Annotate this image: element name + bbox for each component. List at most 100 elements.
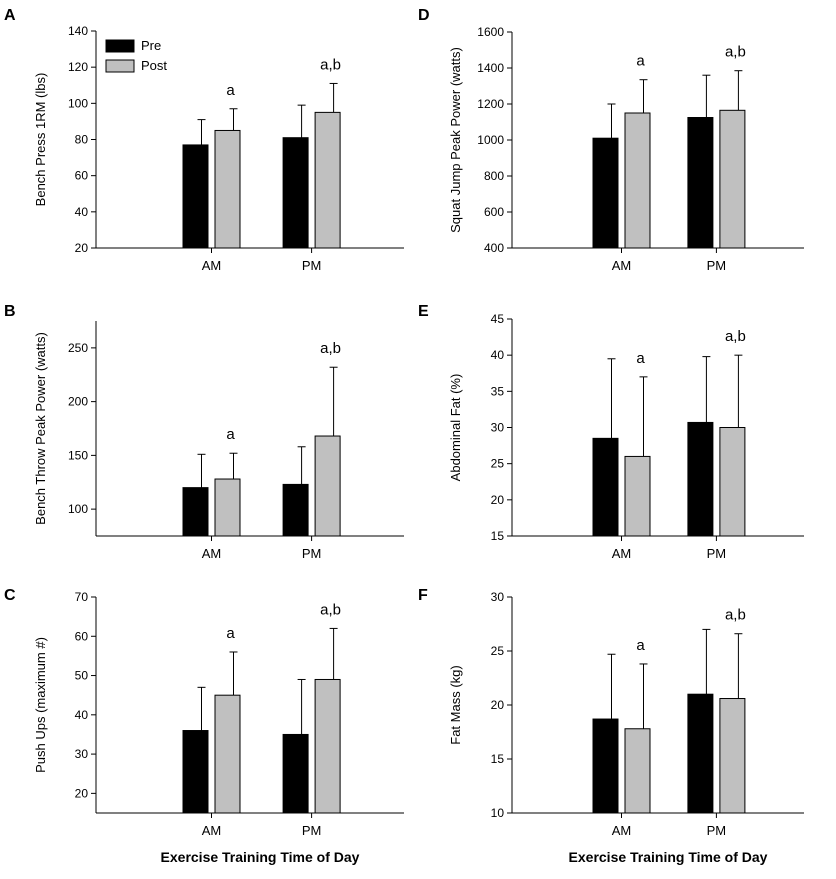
y-tick-label: 1600 <box>477 25 504 39</box>
legend-swatch-post <box>105 59 135 73</box>
bar-pre-pm <box>282 733 309 814</box>
bar-post-am <box>214 478 241 537</box>
y-axis-title: Bench Press 1RM (lbs) <box>33 73 48 207</box>
bar-pre-pm <box>282 137 309 249</box>
panel-e: E 15 20 25 30 35 40 45 Abdominal Fat (%) AM a PM a,b <box>418 303 804 561</box>
bar-pre-am <box>592 137 619 249</box>
bar-pre-pm <box>687 117 714 249</box>
bar-pre-am <box>182 730 209 814</box>
y-axis-title: Abdominal Fat (%) <box>448 374 463 482</box>
y-tick-label: 50 <box>75 669 89 683</box>
y-tick-label: 35 <box>491 384 505 398</box>
x-tick-label: AM <box>202 258 222 273</box>
significance-label: a <box>636 53 645 70</box>
x-tick-label: PM <box>302 823 322 838</box>
panel-a: A 20 40 60 80 100 120 140 Bench Press 1RM (lbs) A… <box>4 7 404 273</box>
bar-post-pm <box>314 111 341 249</box>
y-tick-label: 45 <box>491 312 505 326</box>
y-tick-label: 40 <box>75 205 89 219</box>
y-tick-label: 20 <box>75 241 89 255</box>
bar-post-am <box>214 694 241 814</box>
bar-post-am <box>624 455 651 537</box>
legend-label-post: Post <box>141 58 167 73</box>
y-tick-label: 20 <box>491 698 505 712</box>
y-tick-label: 20 <box>75 786 89 800</box>
y-tick-label: 200 <box>68 395 88 409</box>
x-tick-label: PM <box>707 258 727 273</box>
bar-pre-am <box>182 144 209 249</box>
legend-swatch-pre <box>105 39 135 53</box>
bar-post-pm <box>314 435 341 537</box>
y-tick-label: 30 <box>491 421 505 435</box>
x-axis-title: Exercise Training Time of Day <box>161 849 360 865</box>
significance-label: a <box>226 82 235 99</box>
bar-post-am <box>624 728 651 814</box>
y-tick-label: 100 <box>68 502 88 516</box>
significance-label: a,b <box>320 601 341 618</box>
y-tick-label: 70 <box>75 590 89 604</box>
x-axis-title: Exercise Training Time of Day <box>569 849 768 865</box>
y-axis-title: Fat Mass (kg) <box>448 665 463 744</box>
y-tick-label: 60 <box>75 629 89 643</box>
y-tick-label: 15 <box>491 529 505 543</box>
y-tick-label: 1000 <box>477 133 504 147</box>
significance-label: a,b <box>725 44 746 61</box>
y-tick-label: 25 <box>491 644 505 658</box>
bar-pre-am <box>592 718 619 814</box>
y-tick-label: 80 <box>75 133 89 147</box>
x-tick-label: AM <box>202 823 222 838</box>
y-tick-label: 120 <box>68 60 88 74</box>
x-tick-label: PM <box>707 546 727 561</box>
y-tick-label: 1400 <box>477 61 504 75</box>
y-tick-label: 40 <box>491 348 505 362</box>
bar-pre-pm <box>687 421 714 537</box>
y-axis-title: Push Ups (maximum #) <box>33 637 48 773</box>
bar-pre-am <box>592 437 619 537</box>
bar-post-pm <box>314 678 341 814</box>
significance-label: a,b <box>320 340 341 357</box>
y-tick-label: 25 <box>491 457 505 471</box>
significance-label: a <box>226 426 235 443</box>
y-tick-label: 250 <box>68 341 88 355</box>
significance-label: a,b <box>725 607 746 624</box>
y-tick-label: 1200 <box>477 97 504 111</box>
x-tick-label: AM <box>612 258 632 273</box>
panel-f: F 10 15 20 25 30 Fat Mass (kg) AM a PM a,b Exercise… <box>418 587 804 865</box>
significance-label: a <box>636 637 645 654</box>
y-tick-label: 10 <box>491 806 505 820</box>
y-tick-label: 20 <box>491 493 505 507</box>
x-tick-label: AM <box>202 546 222 561</box>
y-tick-label: 30 <box>491 590 505 604</box>
bar-post-am <box>214 129 241 249</box>
bar-pre-am <box>182 487 209 537</box>
y-axis-title: Squat Jump Peak Power (watts) <box>448 47 463 233</box>
y-tick-label: 400 <box>484 241 504 255</box>
panel-letter: D <box>418 7 430 24</box>
panel-d: D 400 600 800 1000 1200 1400 1600 Squat Jump Pea… <box>418 7 804 273</box>
panel-letter: F <box>418 587 428 604</box>
y-tick-label: 60 <box>75 169 89 183</box>
panel-b: B 100 150 200 250 Bench Throw Peak Power (wat… <box>4 303 404 561</box>
bar-pre-pm <box>282 483 309 537</box>
legend: Pre Post <box>105 38 167 73</box>
significance-label: a,b <box>725 328 746 345</box>
bar-post-am <box>624 112 651 249</box>
y-tick-label: 600 <box>484 205 504 219</box>
x-tick-label: PM <box>302 258 322 273</box>
y-tick-label: 100 <box>68 96 88 110</box>
y-tick-label: 15 <box>491 752 505 766</box>
significance-label: a,b <box>320 56 341 73</box>
y-tick-label: 30 <box>75 747 89 761</box>
significance-label: a <box>636 350 645 367</box>
bar-post-pm <box>719 427 746 537</box>
panel-c: C 20 30 40 50 60 70 Push Ups (maximum #) AM a PM a,… <box>4 587 404 865</box>
significance-label: a <box>226 625 235 642</box>
bar-post-pm <box>719 109 746 249</box>
panel-letter: B <box>4 303 16 320</box>
panel-letter: E <box>418 303 429 320</box>
y-tick-label: 40 <box>75 708 89 722</box>
y-tick-label: 150 <box>68 448 88 462</box>
panel-letter: A <box>4 7 16 24</box>
y-tick-label: 140 <box>68 24 88 38</box>
